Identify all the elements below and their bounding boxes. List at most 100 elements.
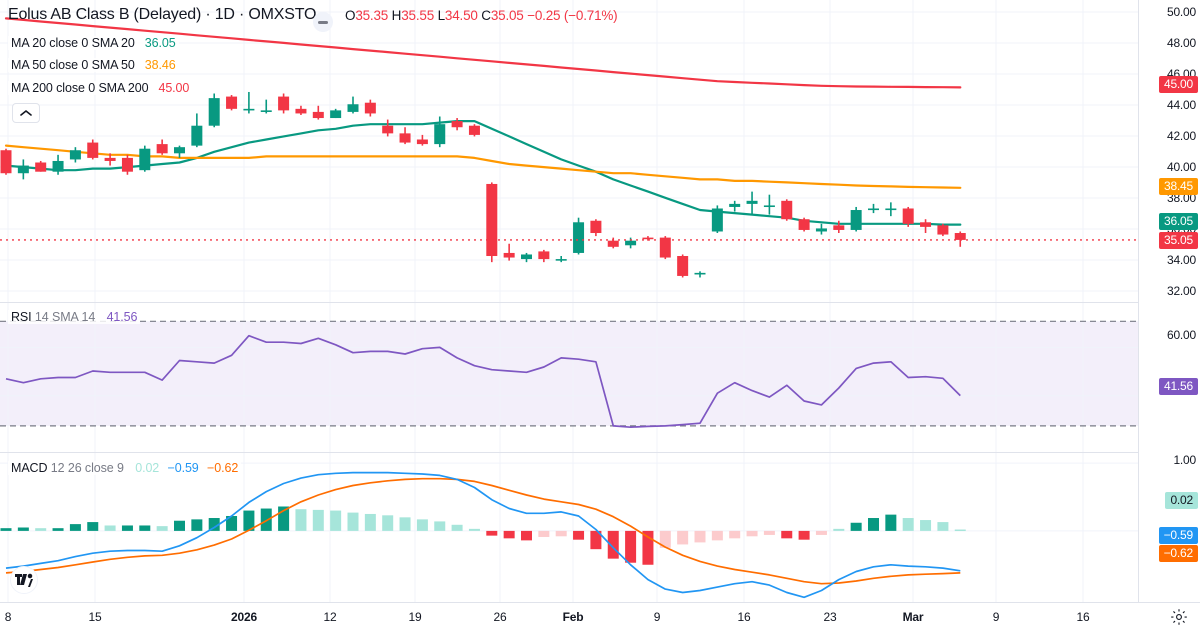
- macd-hist-bar: [815, 530, 827, 535]
- time-tick-label: 2026: [231, 610, 257, 624]
- time-tick-label: 9: [992, 610, 1000, 624]
- time-tick-label: 8: [4, 610, 12, 624]
- open-key: O: [345, 8, 356, 23]
- candle-body: [416, 139, 428, 145]
- macd-hist-bar: [590, 530, 602, 550]
- ma200-price-badge[interactable]: 45.00: [1158, 76, 1198, 93]
- candle-body: [729, 203, 741, 207]
- macd-hist-bar: [694, 530, 706, 543]
- candle-body: [69, 150, 81, 160]
- candle-body: [521, 254, 532, 260]
- candle-body: [590, 220, 602, 234]
- rsi-band-fill: [0, 321, 1138, 426]
- axis-tick-label: 44.00: [1166, 98, 1196, 112]
- axis-tick-label: 34.00: [1166, 253, 1196, 267]
- axis-tick-label: 60.00: [1166, 328, 1196, 342]
- axis-tick-label: 32.00: [1166, 284, 1196, 298]
- macd-hist-bar: [659, 530, 671, 548]
- macd-hist-bar: [364, 513, 376, 531]
- tradingview-logo[interactable]: [10, 566, 38, 594]
- candlestick-series: [0, 91, 966, 278]
- candle-body: [625, 240, 637, 246]
- collapse-pane-button[interactable]: [12, 103, 40, 123]
- macd-hist-bar: [104, 525, 116, 531]
- candle-body: [243, 108, 255, 111]
- candle-body: [260, 110, 272, 112]
- candle-body: [746, 200, 758, 204]
- price-scale[interactable]: 50.0048.0046.0044.0042.0040.0038.0036.00…: [1138, 0, 1200, 602]
- macd-line-badge[interactable]: −0.59: [1158, 527, 1198, 544]
- rsi-pane[interactable]: [0, 302, 1138, 452]
- macd-hist-bar: [625, 530, 637, 563]
- minus-pill-icon[interactable]: [313, 12, 333, 32]
- ma20-price-badge[interactable]: 36.05: [1158, 213, 1198, 230]
- ohlc-values: O35.35 H35.55 L34.50 C35.05 −0.25 (−0.71…: [345, 8, 618, 23]
- macd-hist-bar: [486, 530, 498, 536]
- candle-body: [226, 96, 238, 109]
- macd-hist-bar: [920, 520, 932, 531]
- ma50-price-badge[interactable]: 38.45: [1158, 178, 1198, 195]
- macd-hist-bar: [850, 522, 862, 531]
- close-key: C: [481, 8, 491, 23]
- axis-tick-label: 1.00: [1173, 453, 1196, 467]
- macd-hist-bar: [607, 530, 619, 559]
- macd-hist-bar: [156, 526, 168, 531]
- last-price-badge[interactable]: 35.05: [1158, 232, 1198, 249]
- time-tick-label: 9: [653, 610, 661, 624]
- macd-hist-bar: [139, 525, 151, 531]
- candle-body: [399, 133, 411, 143]
- macd-hist-bar: [121, 525, 133, 531]
- candle-body: [0, 150, 12, 174]
- candle-body: [52, 160, 64, 172]
- time-tick-label: 19: [408, 610, 422, 624]
- candle-body: [798, 219, 810, 230]
- high-key: H: [391, 8, 402, 23]
- rsi-chart-svg: [0, 303, 1138, 452]
- high-value: 35.55: [401, 8, 435, 23]
- macd-hist-bar: [399, 517, 411, 531]
- candle-body: [191, 125, 203, 146]
- macd-hist-bar: [555, 530, 567, 537]
- candle-body: [347, 104, 359, 112]
- chevron-up-icon: [20, 110, 32, 116]
- rsi-value-badge[interactable]: 41.56: [1158, 378, 1198, 395]
- overlay-line-ma-50: [4, 144, 962, 189]
- macd-hist-bar: [833, 528, 845, 531]
- macd-pane[interactable]: [0, 452, 1138, 602]
- time-tick-label: 26: [493, 610, 507, 624]
- time-tick-label: Feb: [562, 610, 584, 624]
- candle-body: [208, 98, 220, 126]
- macd-hist-bar: [711, 530, 723, 541]
- candle-body: [555, 259, 567, 261]
- candle-body: [538, 251, 550, 260]
- macd-signal-badge[interactable]: −0.62: [1158, 545, 1198, 562]
- price-pane[interactable]: [0, 0, 1138, 302]
- change-value: −0.25: [527, 8, 561, 23]
- axis-tick-label: 42.00: [1166, 129, 1196, 143]
- axis-tick-label: 48.00: [1166, 36, 1196, 50]
- macd-histogram: [0, 506, 966, 565]
- macd-hist-bar: [885, 514, 897, 531]
- macd-hist-bar: [503, 530, 515, 539]
- tradingview-logo-icon: [15, 573, 33, 587]
- candle-body: [295, 108, 307, 114]
- macd-hist-bar: [538, 530, 550, 537]
- macd-signal-line: [5, 477, 961, 585]
- macd-hist-bar: [954, 529, 966, 532]
- time-tick-label: 12: [323, 610, 337, 624]
- macd-hist-bar: [35, 528, 47, 531]
- time-scale[interactable]: 8 15 2026 12 19 26 Feb 9 16 23 Mar 9 16: [0, 602, 1200, 630]
- candle-body: [781, 200, 793, 220]
- time-tick-label: 16: [737, 610, 751, 624]
- rsi-line: [5, 334, 961, 429]
- macd-hist-badge[interactable]: 0.02: [1165, 492, 1198, 509]
- macd-hist-bar: [330, 510, 342, 531]
- gear-icon[interactable]: [1170, 608, 1188, 626]
- candle-body: [763, 205, 775, 208]
- macd-hist-bar: [746, 530, 758, 537]
- page-title[interactable]: Eolus AB Class B (Delayed) · 1D · OMXSTO: [8, 6, 317, 23]
- candle-body: [156, 144, 168, 154]
- candle-body: [815, 228, 827, 232]
- candle-body: [174, 147, 185, 154]
- candle-body: [642, 237, 654, 240]
